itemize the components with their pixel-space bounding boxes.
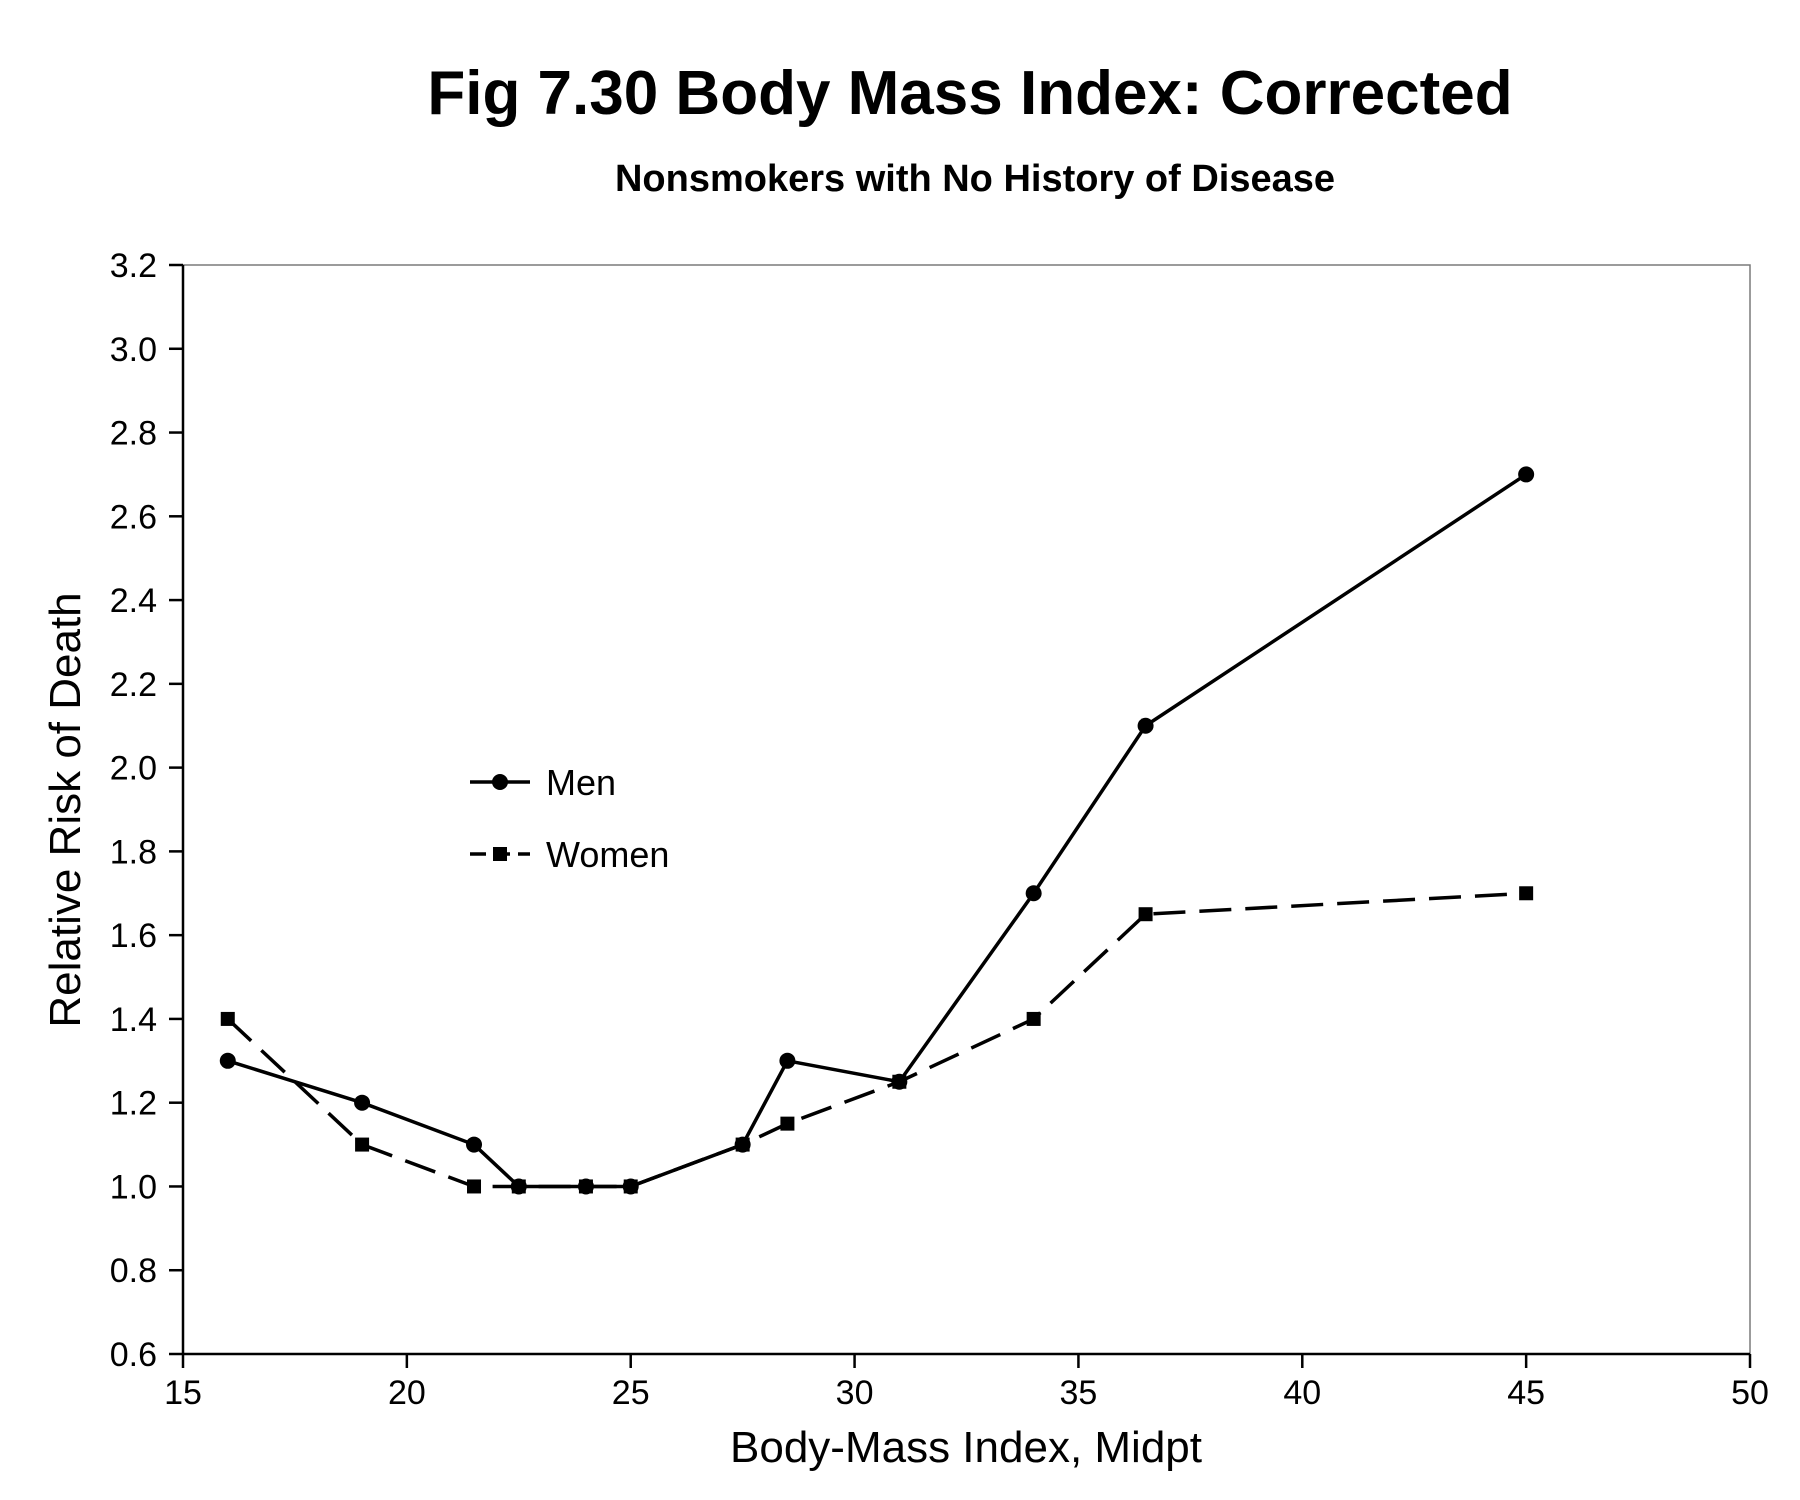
y-tick-label: 2.4	[110, 582, 157, 620]
y-axis-title: Relative Risk of Death	[41, 592, 90, 1027]
chart-title: Fig 7.30 Body Mass Index: Corrected	[427, 59, 1513, 128]
y-tick-label: 1.0	[110, 1168, 157, 1206]
data-point-women	[467, 1179, 482, 1194]
data-point-men	[779, 1052, 796, 1069]
legend-item-women: Women	[470, 834, 669, 875]
data-point-men	[1518, 466, 1535, 483]
x-tick-label: 40	[1283, 1374, 1321, 1412]
x-tick-label: 50	[1731, 1374, 1769, 1412]
data-point-men	[1137, 717, 1154, 734]
data-point-men	[1025, 885, 1042, 902]
y-tick-label: 3.0	[110, 331, 157, 369]
series-line-men	[227, 472, 1528, 1189]
plot-frame	[182, 264, 1751, 1355]
legend-label-women: Women	[546, 834, 669, 875]
legend-item-men: Men	[470, 762, 616, 803]
data-point-women	[892, 1074, 907, 1089]
y-tick-label: 1.4	[110, 1001, 157, 1039]
series-layer	[219, 466, 1535, 1195]
data-point-women	[220, 1011, 235, 1026]
y-tick-label: 2.2	[110, 666, 157, 704]
y-ticks: 0.6 0.8 1.0 1.2 1.4 1.6 1.8 2.0 2.2 2.4 2.6 2.8 3.0 3…	[110, 247, 183, 1374]
data-point-women	[1026, 1011, 1041, 1026]
series-women	[220, 886, 1534, 1194]
y-tick-label: 0.6	[110, 1336, 157, 1374]
chart-subtitle: Nonsmokers with No History of Disease	[614, 158, 1336, 200]
x-tick-label: 35	[1060, 1374, 1098, 1412]
y-tick-label: 2.6	[110, 498, 157, 536]
y-tick-label: 1.8	[110, 833, 157, 871]
legend-marker-women	[493, 847, 507, 861]
x-ticks: 15 20 25 30 35 40 45 50	[164, 1354, 1769, 1412]
x-axis-title: Body-Mass Index, Midpt	[730, 1423, 1202, 1472]
data-point-women	[355, 1137, 370, 1152]
legend: Men Women	[470, 762, 669, 875]
data-point-women	[1138, 907, 1153, 922]
series-line-women	[226, 891, 1527, 1189]
legend-label-men: Men	[546, 762, 616, 803]
y-tick-label: 3.2	[110, 247, 157, 285]
data-point-women	[780, 1116, 795, 1131]
x-tick-label: 25	[612, 1374, 650, 1412]
legend-marker-men	[492, 774, 508, 790]
data-point-men	[219, 1052, 236, 1069]
data-point-women	[735, 1137, 750, 1152]
series-men	[219, 466, 1535, 1195]
data-point-women	[623, 1179, 638, 1194]
data-point-men	[354, 1094, 371, 1111]
y-tick-label: 2.0	[110, 750, 157, 788]
x-tick-label: 15	[164, 1374, 202, 1412]
data-point-men	[466, 1136, 483, 1153]
y-tick-label: 1.2	[110, 1085, 157, 1123]
x-tick-label: 45	[1507, 1374, 1545, 1412]
y-tick-label: 2.8	[110, 415, 157, 453]
data-point-women	[1519, 886, 1534, 901]
y-tick-label: 1.6	[110, 917, 157, 955]
x-tick-label: 20	[388, 1374, 426, 1412]
data-point-women	[578, 1179, 593, 1194]
x-tick-label: 30	[836, 1374, 874, 1412]
data-point-women	[511, 1179, 526, 1194]
y-tick-label: 0.8	[110, 1252, 157, 1290]
